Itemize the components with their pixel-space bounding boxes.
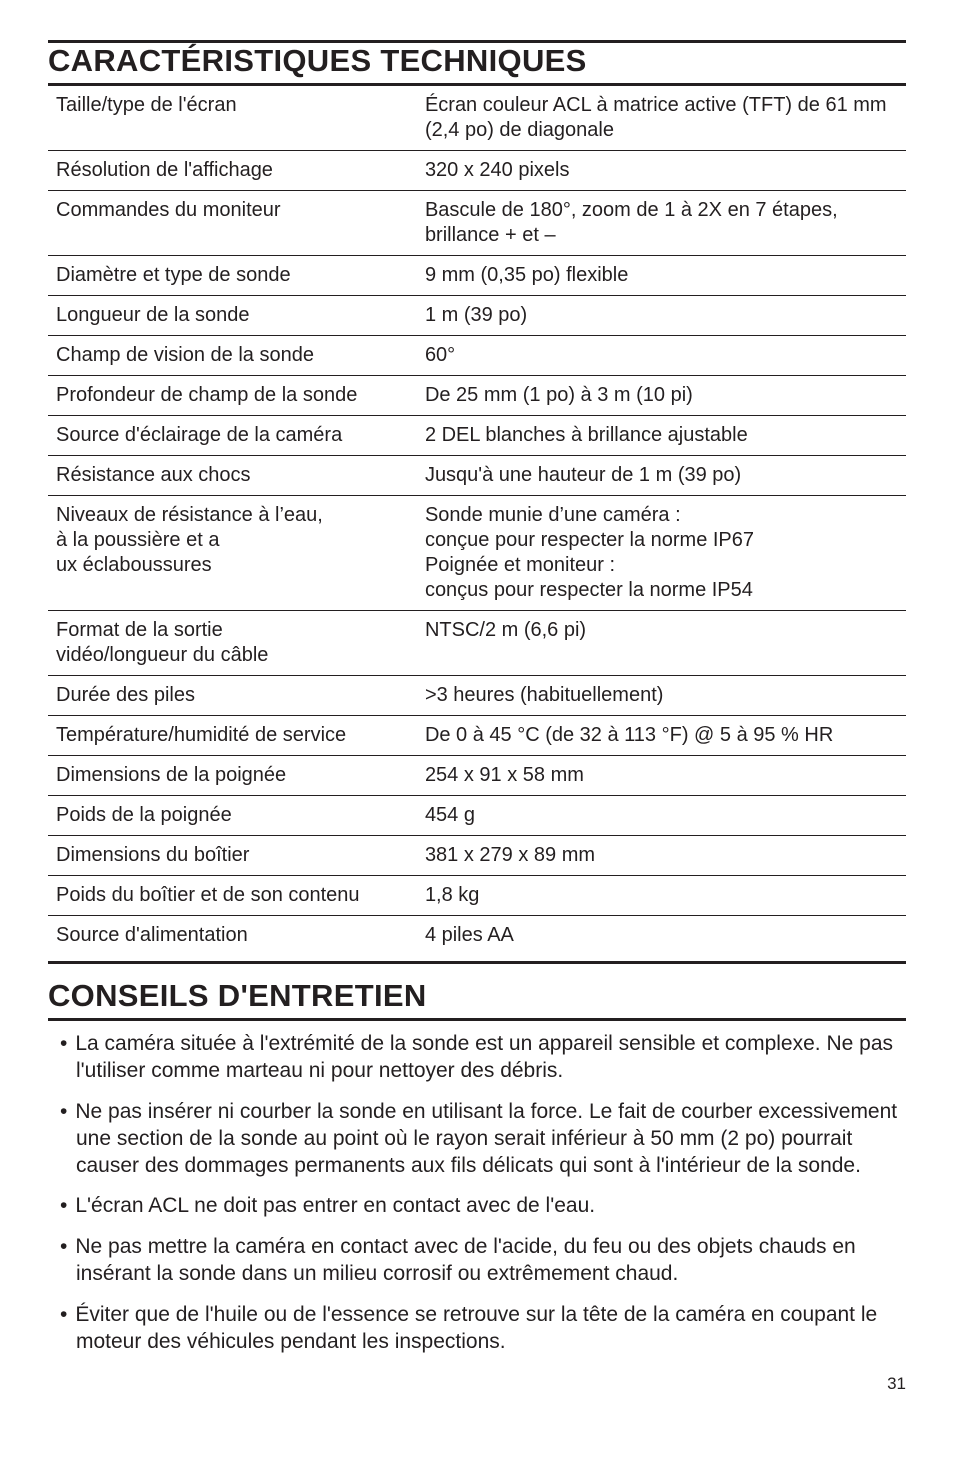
list-item: Ne pas mettre la caméra en contact avec … <box>48 1234 906 1288</box>
table-row: Niveaux de résistance à l’eau,à la pouss… <box>48 496 906 611</box>
heading-rule-2 <box>48 1018 906 1021</box>
table-row: Résistance aux chocsJusqu'à une hauteur … <box>48 456 906 496</box>
table-row: Source d'éclairage de la caméra 2 DEL bl… <box>48 416 906 456</box>
table-row: Dimensions du boîtier381 x 279 x 89 mm <box>48 836 906 876</box>
spec-label: Profondeur de champ de la sonde <box>48 376 417 416</box>
table-row: Champ de vision de la sonde60° <box>48 336 906 376</box>
table-row: Longueur de la sonde1 m (39 po) <box>48 296 906 336</box>
spec-label: Commandes du moniteur <box>48 191 417 256</box>
table-row: Commandes du moniteurBascule de 180°, zo… <box>48 191 906 256</box>
spec-label: Dimensions de la poignée <box>48 756 417 796</box>
spec-value: 4 piles AA <box>417 916 906 956</box>
table-row: Diamètre et type de sonde9 mm (0,35 po) … <box>48 256 906 296</box>
spec-value: 381 x 279 x 89 mm <box>417 836 906 876</box>
spec-value: Écran couleur ACL à matrice active (TFT)… <box>417 86 906 151</box>
spec-label: Dimensions du boîtier <box>48 836 417 876</box>
table-row: Taille/type de l'écranÉcran couleur ACL … <box>48 86 906 151</box>
spec-label: Champ de vision de la sonde <box>48 336 417 376</box>
spec-label: Niveaux de résistance à l’eau,à la pouss… <box>48 496 417 611</box>
spec-value: 454 g <box>417 796 906 836</box>
spec-label: Taille/type de l'écran <box>48 86 417 151</box>
spec-label: Résolution de l'affichage <box>48 151 417 191</box>
table-row: Température/humidité de service De 0 à 4… <box>48 716 906 756</box>
spec-value: 60° <box>417 336 906 376</box>
table-row: Résolution de l'affichage320 x 240 pixel… <box>48 151 906 191</box>
spec-table: Taille/type de l'écranÉcran couleur ACL … <box>48 86 906 955</box>
spec-value: Jusqu'à une hauteur de 1 m (39 po) <box>417 456 906 496</box>
table-bottom-rule <box>48 961 906 964</box>
spec-label: Poids du boîtier et de son contenu <box>48 876 417 916</box>
page-number: 31 <box>48 1374 906 1394</box>
spec-value: Sonde munie d’une caméra :conçue pour re… <box>417 496 906 611</box>
care-heading: CONSEILS D'ENTRETIEN <box>48 978 906 1014</box>
table-row: Format de la sortievidéo/longueur du câb… <box>48 611 906 676</box>
spec-label: Température/humidité de service <box>48 716 417 756</box>
list-item: La caméra située à l'extrémité de la son… <box>48 1031 906 1085</box>
spec-value: 9 mm (0,35 po) flexible <box>417 256 906 296</box>
list-item: L'écran ACL ne doit pas entrer en contac… <box>48 1193 906 1220</box>
table-row: Poids de la poignée454 g <box>48 796 906 836</box>
spec-value: 2 DEL blanches à brillance ajustable <box>417 416 906 456</box>
spec-label: Source d'alimentation <box>48 916 417 956</box>
list-item: Éviter que de l'huile ou de l'essence se… <box>48 1302 906 1356</box>
table-row: Source d'alimentation4 piles AA <box>48 916 906 956</box>
spec-label: Source d'éclairage de la caméra <box>48 416 417 456</box>
spec-value: De 25 mm (1 po) à 3 m (10 pi) <box>417 376 906 416</box>
spec-value: 1,8 kg <box>417 876 906 916</box>
spec-label: Résistance aux chocs <box>48 456 417 496</box>
list-item: Ne pas insérer ni courber la sonde en ut… <box>48 1099 906 1180</box>
spec-value: >3 heures (habituellement) <box>417 676 906 716</box>
spec-label: Durée des piles <box>48 676 417 716</box>
spec-value: Bascule de 180°, zoom de 1 à 2X en 7 éta… <box>417 191 906 256</box>
table-row: Durée des piles>3 heures (habituellement… <box>48 676 906 716</box>
spec-label: Format de la sortievidéo/longueur du câb… <box>48 611 417 676</box>
table-row: Dimensions de la poignée254 x 91 x 58 mm <box>48 756 906 796</box>
table-row: Profondeur de champ de la sondeDe 25 mm … <box>48 376 906 416</box>
spec-value: 254 x 91 x 58 mm <box>417 756 906 796</box>
spec-value: 1 m (39 po) <box>417 296 906 336</box>
spec-label: Poids de la poignée <box>48 796 417 836</box>
spec-value: De 0 à 45 °C (de 32 à 113 °F) @ 5 à 95 %… <box>417 716 906 756</box>
table-row: Poids du boîtier et de son contenu1,8 kg <box>48 876 906 916</box>
spec-value: NTSC/2 m (6,6 pi) <box>417 611 906 676</box>
spec-heading: CARACTÉRISTIQUES TECHNIQUES <box>48 43 906 79</box>
spec-value: 320 x 240 pixels <box>417 151 906 191</box>
spec-label: Diamètre et type de sonde <box>48 256 417 296</box>
care-bullet-list: La caméra située à l'extrémité de la son… <box>48 1031 906 1356</box>
spec-label: Longueur de la sonde <box>48 296 417 336</box>
